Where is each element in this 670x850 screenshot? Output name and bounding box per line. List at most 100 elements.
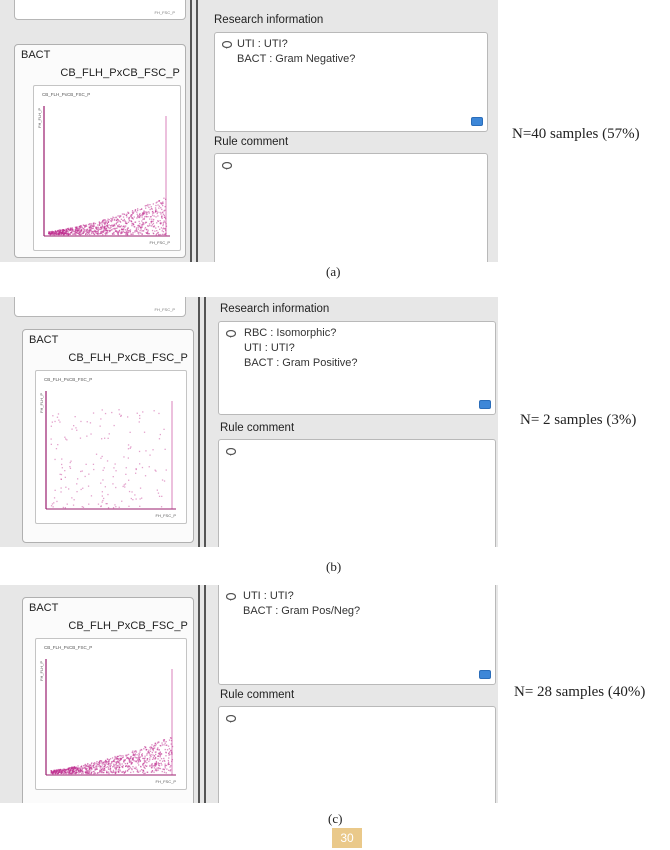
scatter-point bbox=[112, 224, 115, 227]
scatter-point bbox=[104, 219, 106, 221]
scatter-point bbox=[87, 485, 90, 487]
scatter-point bbox=[93, 468, 95, 471]
scatter-point bbox=[76, 232, 78, 234]
scatter-point bbox=[97, 224, 99, 226]
scatter-point bbox=[103, 222, 105, 224]
scatter-point bbox=[123, 761, 125, 763]
scatter-point bbox=[131, 211, 134, 213]
scatter-point bbox=[131, 762, 133, 764]
blue-square-button-icon[interactable] bbox=[479, 400, 491, 409]
scatter-point bbox=[127, 444, 130, 446]
scatter-point bbox=[89, 233, 91, 236]
scatter-point bbox=[115, 216, 117, 218]
scatter-point bbox=[85, 766, 87, 768]
scatter-point bbox=[137, 757, 139, 759]
scatter-point bbox=[68, 488, 70, 490]
scatter-point bbox=[126, 762, 129, 764]
pane-divider[interactable] bbox=[198, 297, 200, 547]
scatter-point bbox=[124, 763, 126, 765]
pane-divider[interactable] bbox=[196, 0, 198, 262]
rule-comment-box[interactable] bbox=[214, 153, 488, 262]
rule-comment-box[interactable] bbox=[218, 706, 496, 803]
pane-divider[interactable] bbox=[204, 585, 206, 803]
scatter-point bbox=[126, 229, 129, 231]
scatter-point bbox=[63, 230, 65, 232]
scatter-point bbox=[84, 225, 86, 227]
scatter-point bbox=[150, 754, 152, 756]
panel-b: FH_FSC_P BACT CB_FLH_PxCB_FSC_P CB_FLH_P… bbox=[0, 297, 670, 574]
scatter-point bbox=[50, 505, 53, 507]
scatter-point bbox=[148, 760, 150, 763]
scatter-point bbox=[159, 433, 161, 436]
scatter-point bbox=[73, 772, 76, 774]
scatter-point bbox=[100, 505, 102, 507]
scatter-point bbox=[149, 750, 152, 752]
scatter-point bbox=[162, 211, 164, 213]
scatter-point bbox=[146, 754, 148, 756]
scatter-point bbox=[131, 769, 133, 771]
scatter-point bbox=[150, 225, 153, 227]
y-axis-label: FH_FLH_P bbox=[39, 393, 44, 413]
bact-plot-panel[interactable]: BACT CB_FLH_PxCB_FSC_P CB_FLH_PxCB_FSC_P… bbox=[22, 597, 194, 803]
scatter-point bbox=[63, 768, 65, 770]
pane-divider[interactable] bbox=[190, 0, 192, 262]
scatter-point bbox=[132, 233, 134, 235]
scatter-point bbox=[107, 231, 109, 234]
scatter-point bbox=[132, 224, 135, 226]
scatter-point bbox=[97, 232, 99, 234]
scatter-point bbox=[152, 754, 154, 756]
scatter-point bbox=[120, 414, 122, 417]
scatter-point bbox=[90, 223, 92, 225]
bact-plot-panel[interactable]: BACT CB_FLH_PxCB_FSC_P CB_FLH_PxCB_FSC_P… bbox=[14, 44, 186, 258]
scatter-point bbox=[125, 754, 127, 756]
research-information-box[interactable]: UTI : UTI? BACT : Gram Negative? bbox=[214, 32, 488, 132]
scatter-point bbox=[98, 221, 100, 223]
scatter-point bbox=[96, 761, 98, 763]
scatter-point bbox=[60, 770, 62, 773]
scatter-point bbox=[158, 438, 161, 440]
scatter-point bbox=[105, 221, 107, 223]
blue-square-button-icon[interactable] bbox=[471, 117, 483, 126]
pane-divider[interactable] bbox=[198, 585, 200, 803]
scatter-point bbox=[132, 753, 135, 755]
scatter-point bbox=[119, 770, 121, 772]
scatter-point bbox=[86, 435, 88, 437]
scatter-point bbox=[109, 230, 111, 232]
plot-title: CB_FLH_PxCB_FSC_P bbox=[42, 92, 91, 97]
scatter-point bbox=[68, 768, 70, 771]
scatter-point bbox=[155, 202, 157, 204]
scatter-point bbox=[80, 766, 82, 768]
scatter-point bbox=[80, 225, 82, 227]
scatter-point bbox=[126, 770, 129, 772]
scatter-point bbox=[115, 763, 118, 765]
research-information-box[interactable]: UTI : UTI? BACT : Gram Pos/Neg? bbox=[218, 585, 496, 685]
scatter-point bbox=[106, 771, 108, 773]
scatter-point bbox=[134, 226, 136, 228]
scatter-point bbox=[114, 225, 116, 227]
scatter-point bbox=[152, 449, 154, 451]
scatter-point bbox=[86, 770, 88, 772]
rule-comment-box[interactable] bbox=[218, 439, 496, 547]
scatter-point bbox=[123, 231, 125, 233]
scatter-point bbox=[59, 421, 61, 423]
pane-divider[interactable] bbox=[204, 297, 206, 547]
scatter-point bbox=[65, 233, 68, 236]
blue-square-button-icon[interactable] bbox=[479, 670, 491, 679]
scatter-point bbox=[52, 771, 54, 773]
scatter-point bbox=[103, 763, 105, 766]
scatter-point bbox=[168, 763, 171, 765]
scatter-point bbox=[68, 771, 70, 774]
bact-plot-panel[interactable]: BACT CB_FLH_PxCB_FSC_P CB_FLH_PxCB_FSC_P… bbox=[22, 329, 194, 543]
scatter-point bbox=[142, 757, 144, 760]
scatter-point bbox=[142, 769, 144, 771]
scatter-point bbox=[52, 771, 54, 773]
scatter-point bbox=[89, 422, 92, 424]
scatter-point bbox=[126, 754, 128, 756]
scatter-point bbox=[168, 748, 171, 750]
scatter-point bbox=[50, 771, 52, 774]
scatter-point bbox=[93, 222, 95, 224]
scatter-point bbox=[111, 761, 113, 763]
research-information-box[interactable]: RBC : Isomorphic? UTI : UTI? BACT : Gram… bbox=[218, 321, 496, 415]
scatter-point bbox=[101, 762, 103, 764]
scatter-point bbox=[143, 223, 145, 225]
